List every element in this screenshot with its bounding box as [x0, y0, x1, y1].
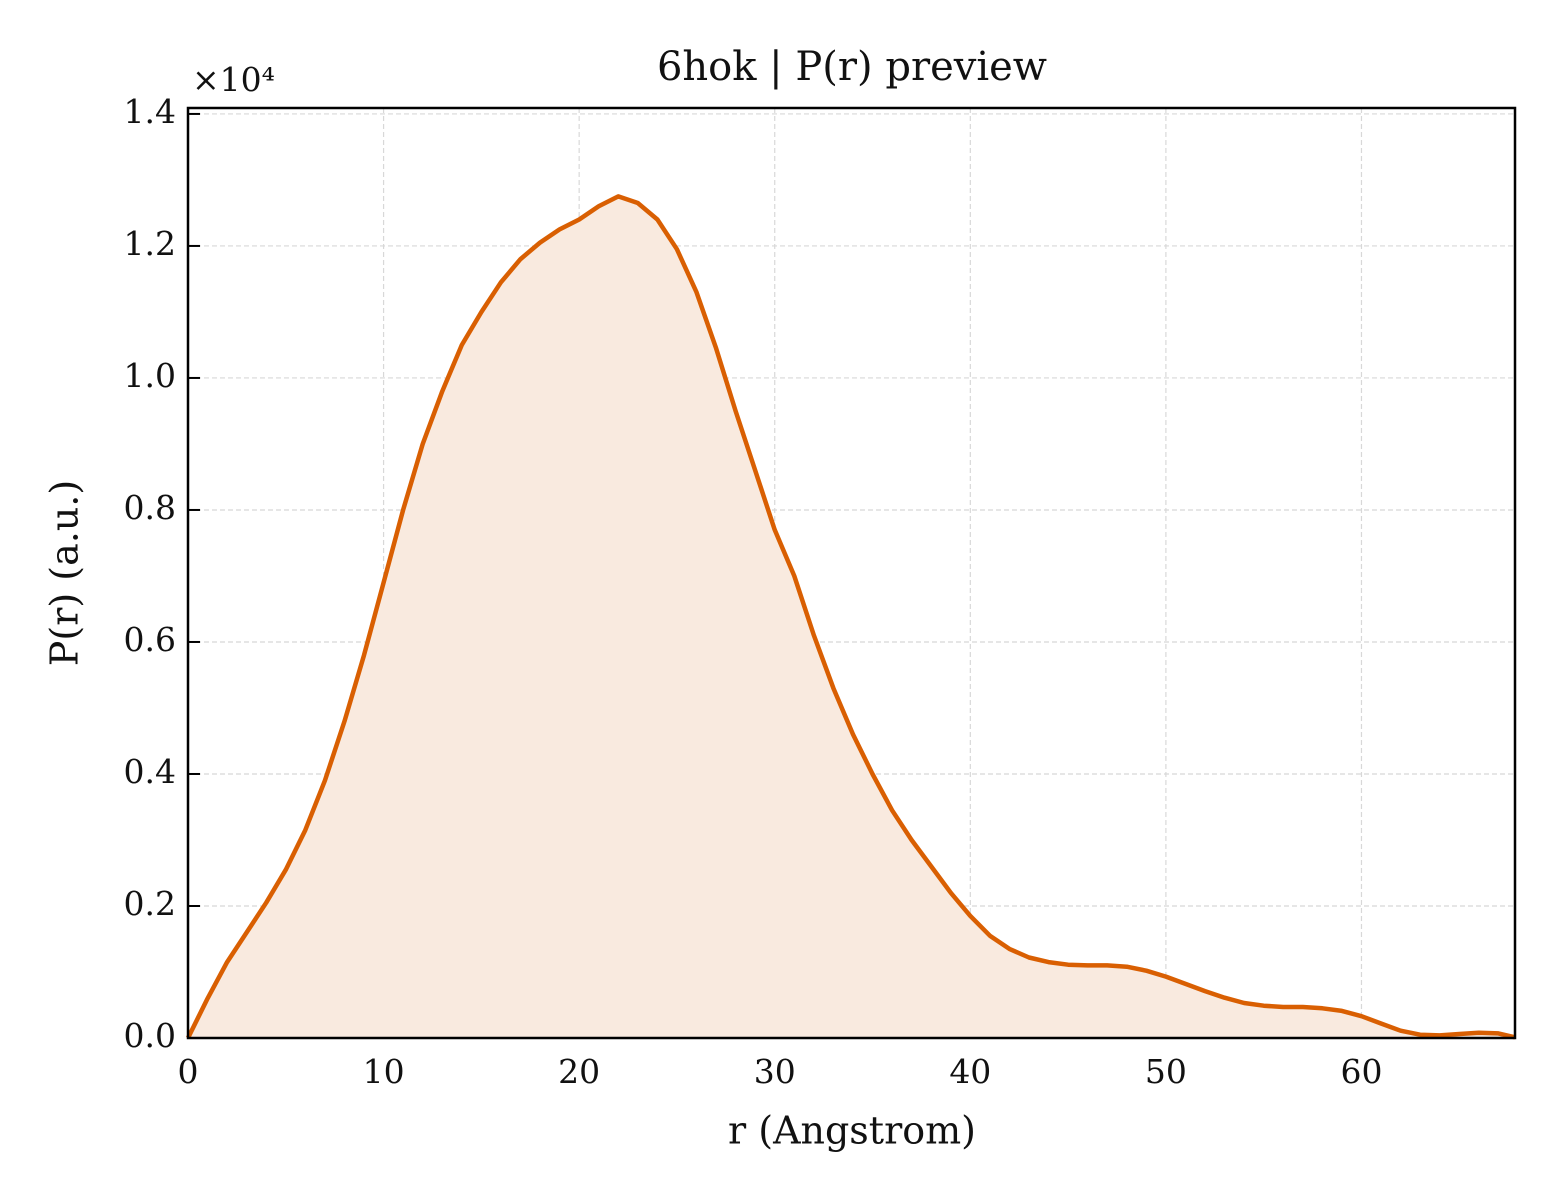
x-tick-label: 20: [558, 1052, 600, 1091]
y-tick-label: 1.2: [124, 224, 176, 263]
y-axis-label: P(r) (a.u.): [43, 480, 87, 666]
plot-area: 0 10 20 30 40 50 60 0.0 0.2 0.4 0.6 0.8 1.0 1.2 1.4: [124, 92, 1517, 1091]
plot-frame: [186, 106, 1517, 1040]
area-fill: [188, 196, 1515, 1038]
x-tick-label: 60: [1340, 1052, 1382, 1091]
x-tick-label: 10: [363, 1052, 405, 1091]
y-tick-label: 0.0: [124, 1016, 176, 1055]
x-axis-label: r (Angstrom): [728, 1109, 976, 1153]
line: [185, 194, 1516, 1040]
x-tick-label: 50: [1145, 1052, 1187, 1091]
x-tick-label: 40: [949, 1052, 991, 1091]
y-tick-label: 0.6: [124, 620, 176, 659]
y-tick-label: 1.4: [124, 92, 176, 131]
y-tick-label: 0.4: [124, 752, 176, 791]
y-tick-label: 1.0: [124, 356, 176, 395]
x-tick-label: 30: [754, 1052, 796, 1091]
y-offset-label: ×10⁴: [192, 60, 275, 99]
y-tick-label: 0.2: [124, 884, 176, 923]
x-tick-label: 0: [178, 1052, 199, 1091]
chart-title: 6hok | P(r) preview: [657, 44, 1047, 90]
y-tick-label: 0.8: [124, 488, 176, 527]
